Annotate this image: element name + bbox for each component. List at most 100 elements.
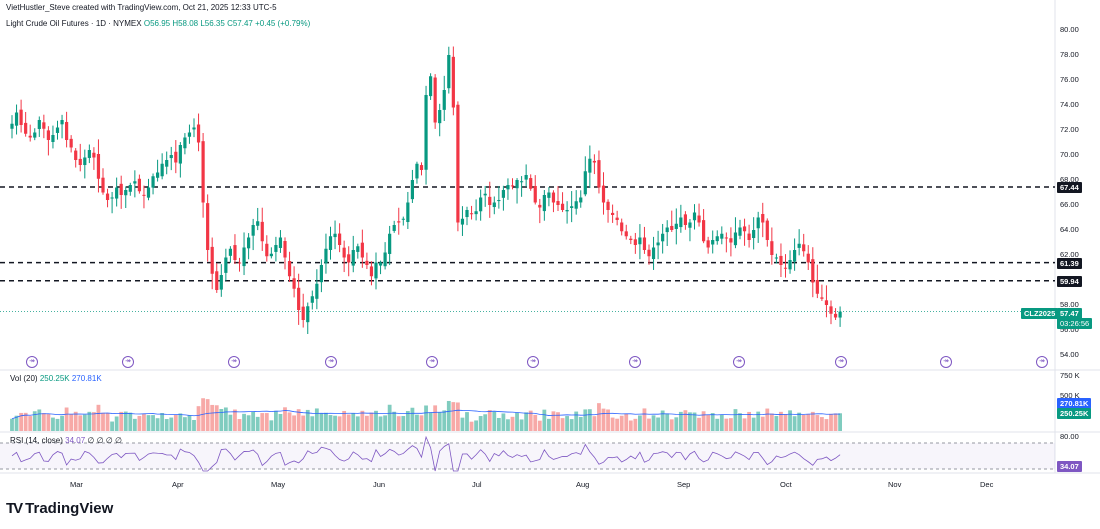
price-axis-label: 70.00 xyxy=(1060,150,1079,159)
volume-axis-750: 750 K xyxy=(1060,371,1080,380)
volume-bar xyxy=(460,417,465,431)
volume-bar xyxy=(610,417,615,431)
candle xyxy=(606,201,610,210)
volume-bar xyxy=(346,414,351,431)
month-label: Oct xyxy=(780,480,792,489)
volume-bar xyxy=(569,419,574,431)
event-arrow-icon[interactable]: ↠ xyxy=(835,356,847,368)
rsi-label[interactable]: RSI (14, close) xyxy=(10,436,63,445)
volume-bar xyxy=(415,414,419,431)
price-axis-label: 76.00 xyxy=(1060,75,1079,84)
candle xyxy=(297,287,301,310)
month-label: Nov xyxy=(888,480,902,489)
event-arrow-icon[interactable]: ↠ xyxy=(228,356,240,368)
volume-bar xyxy=(820,417,824,431)
volume-bar xyxy=(437,412,442,431)
candle xyxy=(624,231,628,237)
volume-bar xyxy=(355,416,360,431)
volume-bar xyxy=(105,412,110,431)
candle xyxy=(169,155,173,159)
volume-bar xyxy=(365,415,369,431)
candle xyxy=(620,222,624,232)
volume-bar xyxy=(574,411,579,431)
volume-bar xyxy=(747,411,751,431)
candle xyxy=(833,313,838,318)
volume-bar xyxy=(78,415,83,431)
event-arrow-icon[interactable]: ↠ xyxy=(527,356,539,368)
candle xyxy=(338,233,342,245)
tradingview-logo-icon: TV xyxy=(6,500,23,517)
volume-legend: Vol (20) 250.25K 270.81K xyxy=(10,374,102,383)
event-arrow-icon[interactable]: ↠ xyxy=(1036,356,1048,368)
candle xyxy=(415,163,419,179)
volume-bar xyxy=(233,409,237,431)
volume-bar xyxy=(706,415,711,431)
volume-bar xyxy=(164,419,169,431)
event-arrow-icon[interactable]: ↠ xyxy=(26,356,38,368)
volume-bar xyxy=(55,418,60,431)
volume-bar xyxy=(674,417,679,431)
level-tag-59: 59.94 xyxy=(1057,276,1082,287)
volume-bar xyxy=(223,407,228,431)
event-arrow-icon[interactable]: ↠ xyxy=(629,356,641,368)
volume-bar xyxy=(838,413,842,431)
month-label: Apr xyxy=(172,480,184,489)
candle xyxy=(69,138,73,148)
volume-bar xyxy=(387,404,392,431)
price-axis-label: 80.00 xyxy=(1060,25,1079,34)
volume-bar xyxy=(487,410,492,431)
candle xyxy=(510,185,515,187)
candle xyxy=(820,297,824,299)
volume-bar xyxy=(351,413,356,431)
volume-bar xyxy=(396,416,401,431)
level-tag-67: 67.44 xyxy=(1057,182,1082,193)
candle xyxy=(315,283,319,299)
volume-bar xyxy=(510,416,515,431)
candle xyxy=(87,150,91,158)
candle xyxy=(206,203,210,250)
volume-bar xyxy=(665,413,670,431)
event-arrow-icon[interactable]: ↠ xyxy=(426,356,438,368)
candle xyxy=(542,195,546,212)
symbol-title[interactable]: Light Crude Oil Futures · 1D · NYMEX xyxy=(6,19,142,28)
candle xyxy=(506,185,510,190)
candle xyxy=(638,237,642,245)
volume-label[interactable]: Vol (20) xyxy=(10,374,38,383)
candle xyxy=(10,123,14,129)
volume-bar xyxy=(483,414,488,431)
candle xyxy=(488,196,492,205)
candle xyxy=(210,246,214,274)
candle xyxy=(460,218,465,225)
event-arrow-icon[interactable]: ↠ xyxy=(733,356,745,368)
event-arrow-icon[interactable]: ↠ xyxy=(940,356,952,368)
price-axis-label: 72.00 xyxy=(1060,125,1079,134)
candle xyxy=(397,221,401,223)
created-by-line: VietHustler_Steve created with TradingVi… xyxy=(6,3,277,12)
volume-ma-value: 270.81K xyxy=(71,374,102,383)
candle xyxy=(615,217,619,220)
candle xyxy=(287,261,292,277)
volume-bar xyxy=(765,408,770,431)
volume-bar xyxy=(123,411,128,431)
volume-bar xyxy=(96,404,101,431)
rsi-legend: RSI (14, close) 34.07 ∅ ∅ ∅ ∅ xyxy=(10,436,122,445)
volume-bar xyxy=(769,413,774,431)
countdown-tag: 03:26:56 xyxy=(1057,318,1093,329)
volume-bar xyxy=(733,409,738,431)
event-arrow-icon[interactable]: ↠ xyxy=(122,356,134,368)
candle xyxy=(146,187,151,198)
event-arrow-icon[interactable]: ↠ xyxy=(325,356,337,368)
candle xyxy=(105,193,110,200)
candle xyxy=(274,245,278,252)
candle xyxy=(702,220,706,242)
volume-bar xyxy=(319,413,324,431)
candle xyxy=(160,163,164,177)
volume-bar xyxy=(419,415,424,431)
volume-bar xyxy=(160,413,165,431)
candle xyxy=(497,200,501,202)
volume-bar xyxy=(779,411,783,431)
candle xyxy=(515,180,519,189)
month-label: Aug xyxy=(576,480,590,489)
volume-bar xyxy=(183,417,187,431)
